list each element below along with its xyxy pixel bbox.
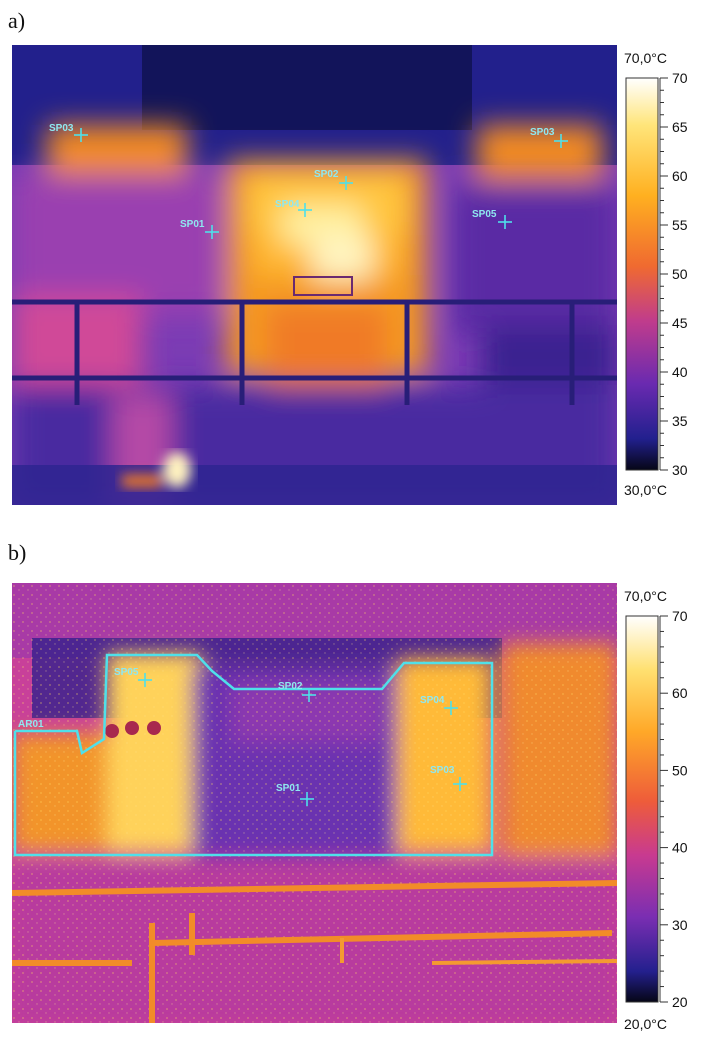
scale-a-tick-label: 45	[672, 315, 688, 331]
spot-b-3: SP04	[420, 695, 458, 715]
spot-a-4: SP01	[180, 219, 219, 239]
scale-b-tick-label: 60	[672, 685, 688, 701]
scale-b-tick-label: 20	[672, 994, 688, 1010]
svg-text:SP04: SP04	[420, 695, 445, 706]
scale-b-tick-label: 50	[672, 762, 688, 778]
color-scale-b: 70 60 50 40 30 20	[622, 608, 704, 1012]
spot-b-1: SP05	[114, 667, 152, 687]
spot-b-2: SP02	[278, 681, 316, 702]
scale-a-tick-label: 35	[672, 413, 688, 429]
area-label: AR01	[18, 719, 44, 730]
panel-b-letter: b)	[8, 540, 27, 565]
panel-a-letter: a)	[8, 8, 26, 33]
thermal-image-b: AR01 SP05 SP02 SP04 SP03 SP01	[12, 583, 617, 1023]
thermal-image-a: SP03 SP02 SP04 SP01 SP05 SP03	[12, 45, 617, 505]
svg-text:SP02: SP02	[314, 169, 339, 180]
scale-b-tick-label: 40	[672, 840, 688, 856]
svg-text:SP01: SP01	[180, 219, 205, 230]
svg-text:SP05: SP05	[114, 667, 139, 678]
scale-a-tick-label: 70	[672, 70, 688, 86]
scale-a-tick-label: 50	[672, 266, 688, 282]
scale-b-min-label: 20,0°C	[624, 1016, 667, 1032]
spot-a-5: SP05	[472, 209, 512, 229]
scale-a-tick-label: 65	[672, 119, 688, 135]
spot-a-6: SP03	[530, 127, 568, 148]
scale-a-max-label: 70,0°C	[624, 50, 667, 66]
scale-a-tick-label: 55	[672, 217, 688, 233]
scale-a-tick-label: 30	[672, 462, 688, 478]
svg-text:SP05: SP05	[472, 209, 497, 220]
svg-text:SP03: SP03	[49, 123, 74, 134]
spot-b-4: SP03	[430, 765, 467, 791]
spot-a-1: SP03	[49, 123, 88, 142]
svg-text:SP04: SP04	[275, 199, 300, 210]
scale-b-max-label: 70,0°C	[624, 588, 667, 604]
svg-text:SP03: SP03	[530, 127, 555, 138]
scale-b-tick-label: 70	[672, 608, 688, 624]
svg-text:SP03: SP03	[430, 765, 455, 776]
scale-a-min-label: 30,0°C	[624, 482, 667, 498]
spot-a-2: SP02	[314, 169, 353, 190]
scale-b-tick-label: 30	[672, 917, 688, 933]
color-scale-a: 70 65 60 55 50 45 40 35 30	[622, 70, 704, 480]
svg-text:SP01: SP01	[276, 783, 301, 794]
svg-text:SP02: SP02	[278, 681, 303, 692]
spot-a-3: SP04	[275, 199, 312, 217]
spot-b-5: SP01	[276, 783, 314, 806]
scale-a-tick-label: 40	[672, 364, 688, 380]
scale-a-tick-label: 60	[672, 168, 688, 184]
